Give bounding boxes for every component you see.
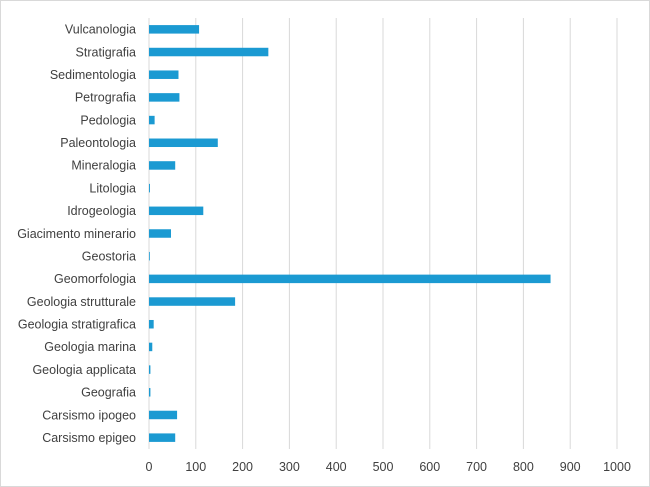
bar-carsismo-ipogeo — [149, 410, 178, 420]
bar-geostoria — [149, 251, 150, 261]
bar-pedologia — [149, 115, 155, 125]
category-label: Paleontologia — [60, 136, 136, 150]
bar-sedimentologia — [149, 70, 179, 79]
bar-litologia — [149, 183, 150, 193]
bar-idrogeologia — [149, 206, 204, 216]
category-label: Geologia applicata — [32, 363, 136, 377]
category-label: Idrogeologia — [67, 204, 136, 218]
bar-vulcanologia — [149, 25, 200, 34]
bar-geografia — [149, 388, 151, 397]
x-tick-label: 800 — [513, 460, 534, 474]
x-tick-label: 300 — [279, 460, 300, 474]
category-label: Carsismo epigeo — [42, 431, 136, 445]
x-tick-label: 700 — [466, 460, 487, 474]
category-label: Carsismo ipogeo — [42, 408, 136, 422]
category-label: Geografia — [81, 386, 136, 400]
bar-geomorfologia — [149, 274, 551, 284]
x-tick-label: 600 — [419, 460, 440, 474]
category-label: Geologia strutturale — [27, 295, 136, 309]
bar-petrografia — [149, 93, 180, 102]
x-tick-label: 100 — [185, 460, 206, 474]
bar-geologia-marina — [149, 342, 153, 352]
category-label: Litologia — [89, 181, 136, 195]
category-label: Sedimentologia — [50, 68, 136, 82]
category-label: Giacimento minerario — [17, 227, 136, 241]
bar-paleontologia — [149, 138, 218, 148]
bar-geologia-applicata — [149, 365, 151, 374]
bar-mineralogia — [149, 161, 176, 170]
x-tick-label: 900 — [560, 460, 581, 474]
bar-giacimento-minerario — [149, 229, 171, 238]
category-label: Geostoria — [82, 249, 136, 263]
x-tick-label: 200 — [232, 460, 253, 474]
category-label: Geomorfologia — [54, 272, 136, 286]
bar-geologia-strutturale — [149, 297, 236, 306]
category-label: Stratigrafia — [76, 45, 136, 59]
category-label: Petrografia — [75, 91, 136, 105]
bar-stratigrafia — [149, 47, 269, 57]
category-label: Geologia marina — [44, 340, 136, 354]
category-label: Vulcanologia — [65, 23, 136, 37]
category-label: Mineralogia — [71, 159, 136, 173]
bar-carsismo-epigeo — [149, 433, 176, 442]
x-tick-label: 500 — [373, 460, 394, 474]
category-label: Geologia stratigrafica — [18, 318, 136, 332]
x-tick-label: 1000 — [603, 460, 631, 474]
category-label: Pedologia — [80, 113, 136, 127]
bar-geologia-stratigrafica — [149, 319, 154, 329]
x-tick-label: 0 — [146, 460, 153, 474]
x-tick-label: 400 — [326, 460, 347, 474]
